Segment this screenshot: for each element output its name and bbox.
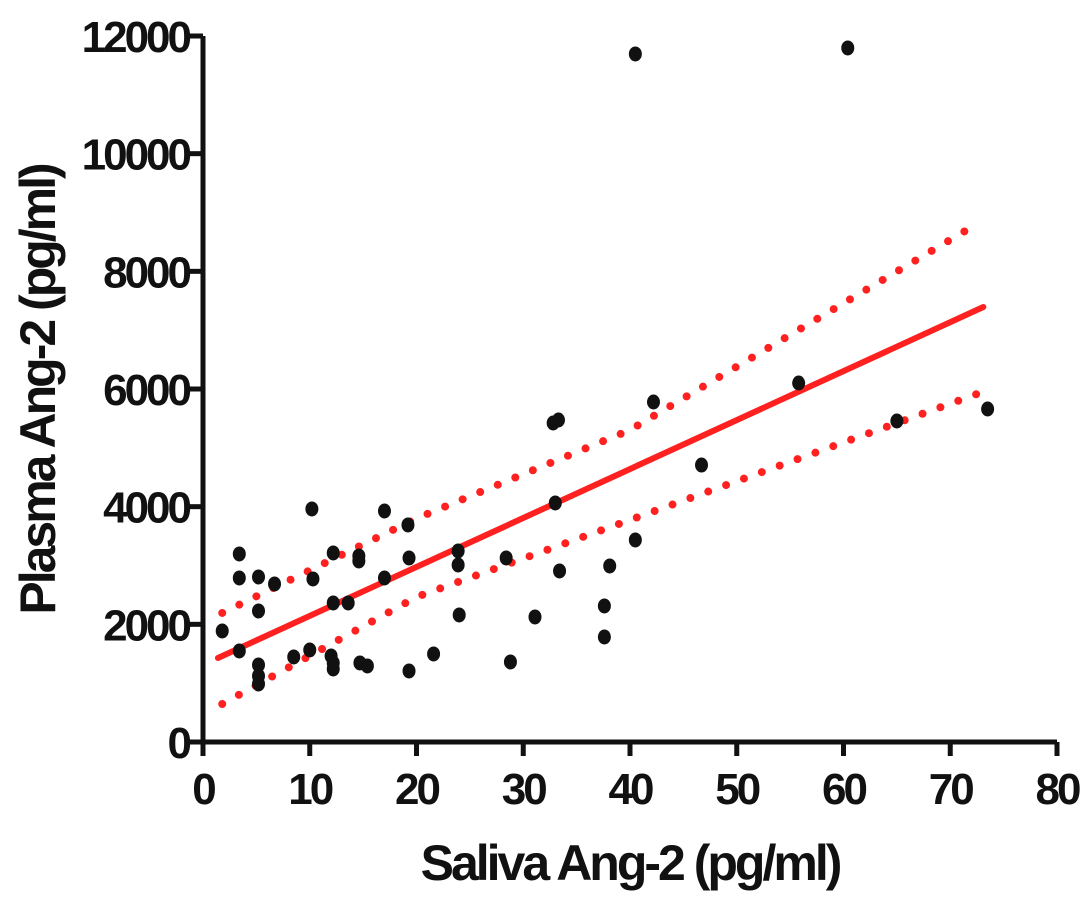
- data-point: [252, 657, 266, 673]
- data-point: [402, 550, 416, 566]
- data-point: [628, 46, 642, 62]
- confidence-band: [218, 390, 981, 708]
- data-point: [890, 413, 904, 429]
- y-tick-label: 0: [168, 719, 191, 768]
- data-point: [377, 503, 391, 519]
- data-point: [597, 598, 611, 614]
- data-point: [306, 571, 320, 587]
- y-tick-label: 2000: [103, 601, 190, 650]
- data-point: [695, 457, 709, 473]
- data-point: [268, 576, 282, 592]
- data-point: [427, 646, 441, 662]
- x-axis-title: Saliva Ang-2 (pg/ml): [421, 835, 841, 891]
- data-point: [553, 563, 567, 579]
- data-point: [603, 558, 617, 574]
- x-tick-label: 50: [715, 765, 759, 814]
- y-tick-label: 8000: [103, 248, 190, 297]
- data-point: [287, 649, 301, 665]
- data-point: [981, 401, 995, 417]
- data-point: [551, 412, 565, 428]
- data-point: [252, 603, 266, 619]
- data-point: [232, 546, 246, 562]
- data-point: [452, 607, 466, 623]
- data-point: [326, 595, 340, 611]
- data-point: [597, 629, 611, 645]
- data-point: [326, 545, 340, 561]
- x-tick-label: 40: [609, 765, 653, 814]
- data-point: [252, 569, 266, 585]
- x-tick-label: 60: [822, 765, 866, 814]
- x-tick-label: 70: [929, 765, 973, 814]
- y-tick-label: 12000: [82, 13, 191, 62]
- data-point: [792, 375, 806, 391]
- data-point: [377, 570, 391, 586]
- data-point: [326, 661, 340, 677]
- x-tick-label: 30: [502, 765, 546, 814]
- x-tick-label: 10: [288, 765, 332, 814]
- data-point: [232, 643, 246, 659]
- data-point: [215, 623, 229, 639]
- data-point: [528, 609, 542, 625]
- x-tick-label: 0: [192, 765, 215, 814]
- data-point: [503, 654, 517, 670]
- data-point: [451, 543, 465, 559]
- data-point: [232, 570, 246, 586]
- y-tick-label: 10000: [82, 131, 191, 180]
- y-axis-title: Plasma Ang-2 (pg/ml): [10, 164, 66, 615]
- data-point: [402, 663, 416, 679]
- data-point: [341, 595, 355, 611]
- data-point: [360, 658, 374, 674]
- data-point: [252, 676, 266, 692]
- data-point: [451, 557, 465, 573]
- x-tick-label: 20: [395, 765, 439, 814]
- data-point: [401, 517, 415, 533]
- data-point: [646, 394, 660, 410]
- data-point: [352, 553, 366, 569]
- data-point: [303, 642, 317, 658]
- data-point: [548, 495, 562, 511]
- data-point: [841, 40, 855, 56]
- data-point: [499, 550, 513, 566]
- x-tick-label: 80: [1036, 765, 1080, 814]
- y-tick-label: 6000: [103, 366, 190, 415]
- data-point: [628, 532, 642, 548]
- data-point: [305, 501, 319, 517]
- confidence-band: [218, 219, 981, 617]
- y-tick-label: 4000: [103, 484, 190, 533]
